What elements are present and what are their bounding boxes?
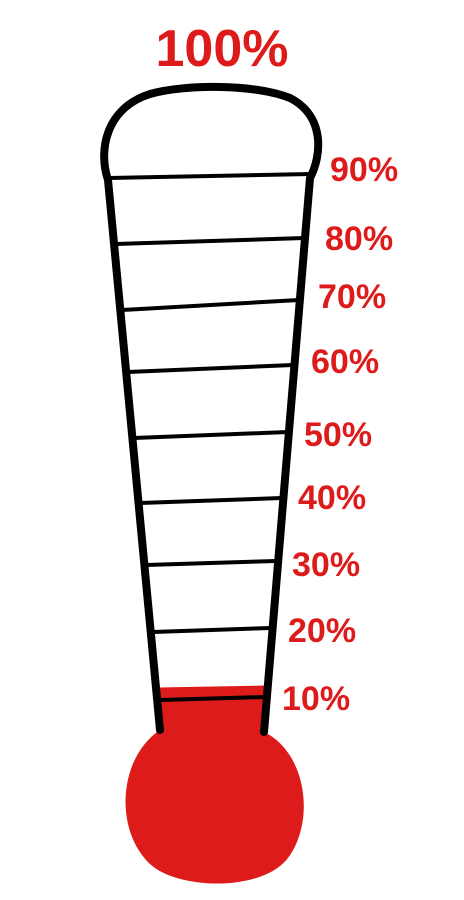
tick-labels: 90% 80% 70% 60% 50% 40% 30% 20% 10%	[282, 151, 398, 718]
tick-label-50: 50%	[304, 416, 372, 454]
tick-line-50	[133, 430, 289, 440]
tick-line-60	[127, 363, 294, 374]
tick-line-80	[115, 236, 305, 246]
tick-label-60: 60%	[311, 343, 379, 381]
thermometer-outline	[100, 82, 323, 736]
tick-label-30: 30%	[292, 546, 360, 584]
tick-line-40	[139, 496, 283, 505]
tick-line-70	[121, 298, 300, 312]
tick-label-10: 10%	[282, 680, 350, 718]
top-label: 100%	[156, 20, 289, 78]
tick-lines	[107, 172, 312, 702]
tick-label-90: 90%	[330, 151, 398, 189]
tick-line-30	[145, 559, 277, 567]
tick-line-90	[107, 172, 312, 180]
tick-label-70: 70%	[318, 278, 386, 316]
tick-line-20	[152, 626, 271, 634]
tick-label-80: 80%	[325, 220, 393, 258]
tick-label-40: 40%	[298, 479, 366, 517]
thermometer-bulb	[125, 730, 304, 884]
tick-line-10	[159, 695, 267, 702]
tick-label-20: 20%	[288, 612, 356, 650]
